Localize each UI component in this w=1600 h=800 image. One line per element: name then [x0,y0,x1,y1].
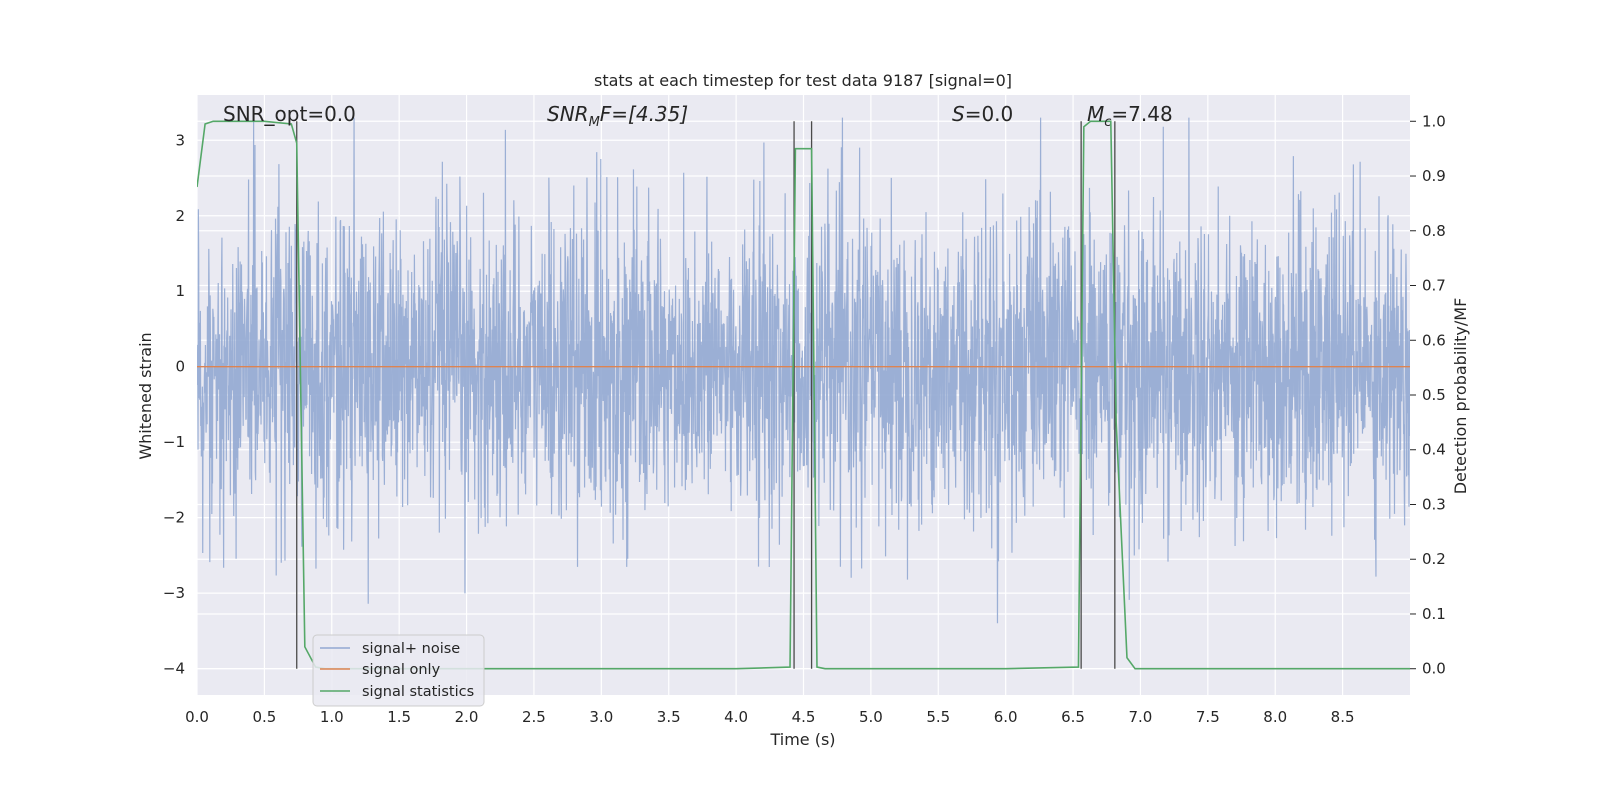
x-tick-label: 8.0 [1263,708,1287,726]
left-y-tick-label: −4 [163,660,185,678]
right-y-tick-label: 0.9 [1422,167,1446,185]
left-y-tick-label: 0 [175,358,185,376]
annotation-mc: Mc=7.48 [1087,102,1173,130]
right-y-tick-label: 0.5 [1422,386,1446,404]
right-y-tick-label: 0.1 [1422,605,1446,623]
series-signal-statistics [197,120,1410,670]
right-y-tick-label: 0.7 [1422,277,1446,295]
right-y-tick-label: 0.4 [1422,441,1446,459]
right-y-axis-ticks: 1.0 0.9 0.8 0.7 0.6 0.5 0.4 0.3 0.2 0.1 0.0 [1410,112,1446,678]
left-y-tick-label: −3 [163,584,185,602]
left-y-tick-label: 1 [175,282,185,300]
annotation-snr-mf: SNRMF=[4.35] [547,102,688,130]
right-y-tick-label: 1.0 [1422,112,1446,130]
x-tick-label: 0.0 [185,708,209,726]
annotation-s: S=0.0 [952,102,1013,126]
x-tick-label: 3.5 [657,708,681,726]
x-tick-label: 5.5 [926,708,950,726]
x-tick-label: 1.5 [387,708,411,726]
right-y-tick-label: 0.8 [1422,222,1446,240]
x-tick-label: 4.5 [792,708,816,726]
legend-label-signal-plus-noise: signal+ noise [362,641,460,657]
plot-series [197,117,1410,670]
legend-box [312,634,485,707]
left-y-tick-label: −2 [163,509,185,527]
left-y-tick-label: −1 [163,433,185,451]
series-signal-plus-noise [197,117,1410,624]
x-tick-label: 2.5 [522,708,546,726]
x-tick-label: 6.5 [1061,708,1085,726]
x-tick-label: 7.0 [1129,708,1153,726]
x-tick-label: 8.5 [1331,708,1355,726]
legend: signal+ noise signal only signal statist… [312,634,485,707]
right-y-tick-label: 0.3 [1422,495,1446,513]
annotation-snr-opt: SNR_opt=0.0 [223,102,356,126]
x-tick-label: 1.0 [320,708,344,726]
legend-label-signal-only: signal only [362,662,441,678]
x-tick-label: 5.0 [859,708,883,726]
right-y-tick-label: 0.0 [1422,660,1446,678]
x-tick-label: 4.0 [724,708,748,726]
left-y-tick-label: 2 [175,207,185,225]
right-y-tick-label: 0.6 [1422,331,1446,349]
x-axis-label: Time (s) [769,730,835,749]
x-tick-label: 6.0 [994,708,1018,726]
x-axis-ticks: 0.0 0.5 1.0 1.5 2.0 2.5 3.0 3.5 4.0 4.5 5.0 5.5 6.0 6… [185,708,1354,726]
right-y-axis-label: Detection probability/MF [1451,298,1470,495]
x-tick-label: 3.0 [589,708,613,726]
chart-title: stats at each timestep for test data 918… [594,71,1012,90]
left-y-tick-label: 3 [175,131,185,149]
x-tick-label: 0.5 [252,708,276,726]
left-y-axis-label: Whitened strain [136,332,155,459]
x-tick-label: 7.5 [1196,708,1220,726]
left-y-axis-ticks: 3 2 1 0 −1 −2 −3 −4 [163,131,185,677]
right-y-tick-label: 0.2 [1422,550,1446,568]
x-tick-label: 2.0 [455,708,479,726]
legend-label-signal-statistics: signal statistics [362,684,474,700]
